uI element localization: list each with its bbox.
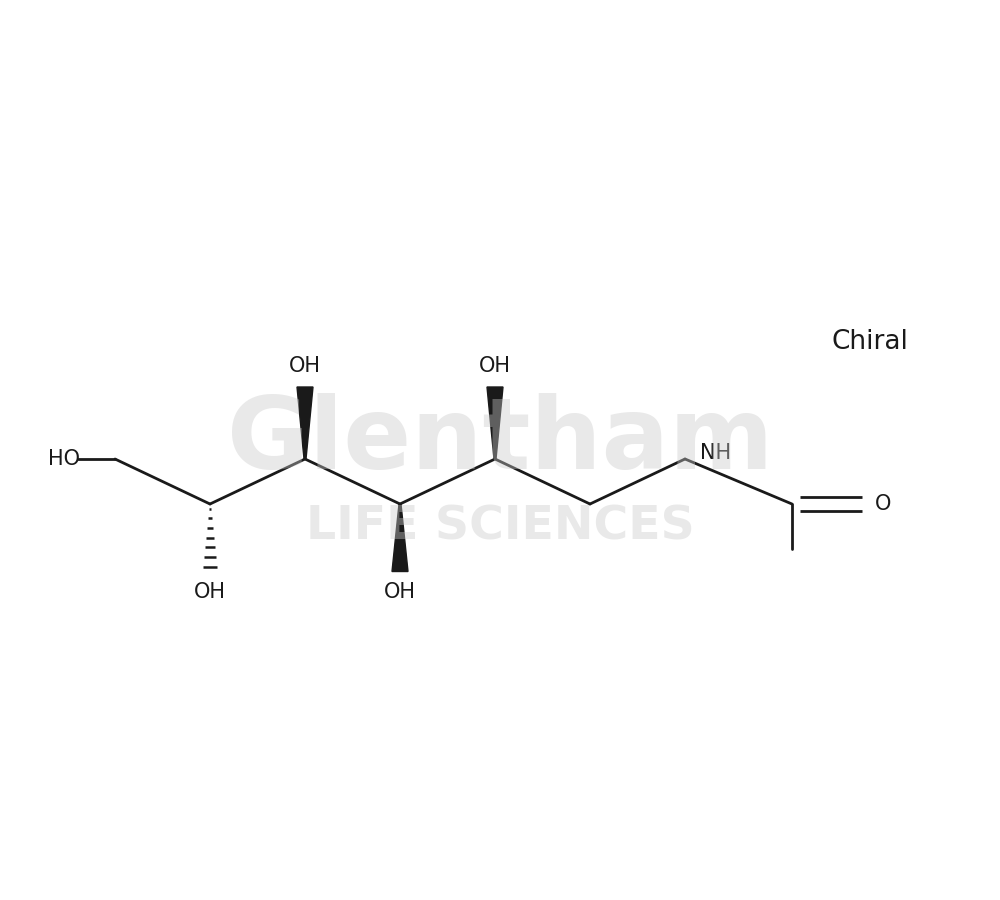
Polygon shape [487,387,503,459]
Text: OH: OH [384,582,416,602]
Text: HO: HO [48,449,80,469]
Text: NH: NH [700,443,731,463]
Polygon shape [392,504,408,572]
Text: O: O [875,494,891,514]
Text: OH: OH [479,356,511,376]
Text: OH: OH [194,582,226,602]
Text: OH: OH [289,356,321,376]
Polygon shape [297,387,313,459]
Text: LIFE SCIENCES: LIFE SCIENCES [306,504,694,549]
Text: Chiral: Chiral [832,329,908,355]
Text: Glentham: Glentham [227,392,773,490]
